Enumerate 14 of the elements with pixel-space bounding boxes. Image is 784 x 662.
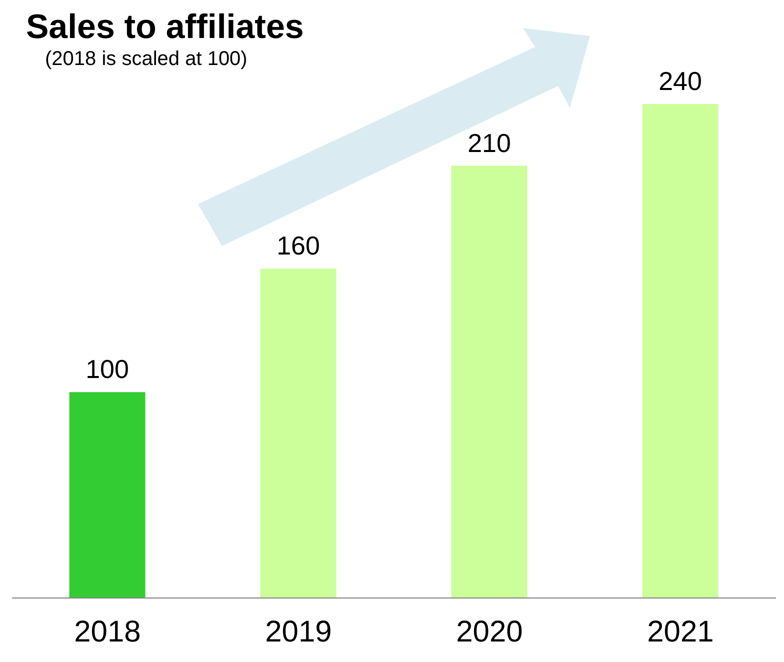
bar: [69, 392, 146, 598]
x-tick-label: 2020: [456, 615, 523, 648]
data-label: 210: [468, 128, 511, 158]
chart-subtitle: (2018 is scaled at 100): [45, 48, 248, 71]
x-tick-label: 2021: [647, 615, 714, 648]
data-label: 240: [658, 66, 702, 96]
chart-title: Sales to affiliates: [26, 8, 304, 47]
bar: [451, 166, 528, 598]
data-label: 160: [276, 230, 320, 261]
data-label: 100: [86, 354, 129, 384]
bar: [260, 268, 336, 598]
bar: [642, 104, 718, 598]
x-tick-label: 2019: [265, 615, 332, 648]
x-tick-label: 2018: [74, 615, 141, 648]
